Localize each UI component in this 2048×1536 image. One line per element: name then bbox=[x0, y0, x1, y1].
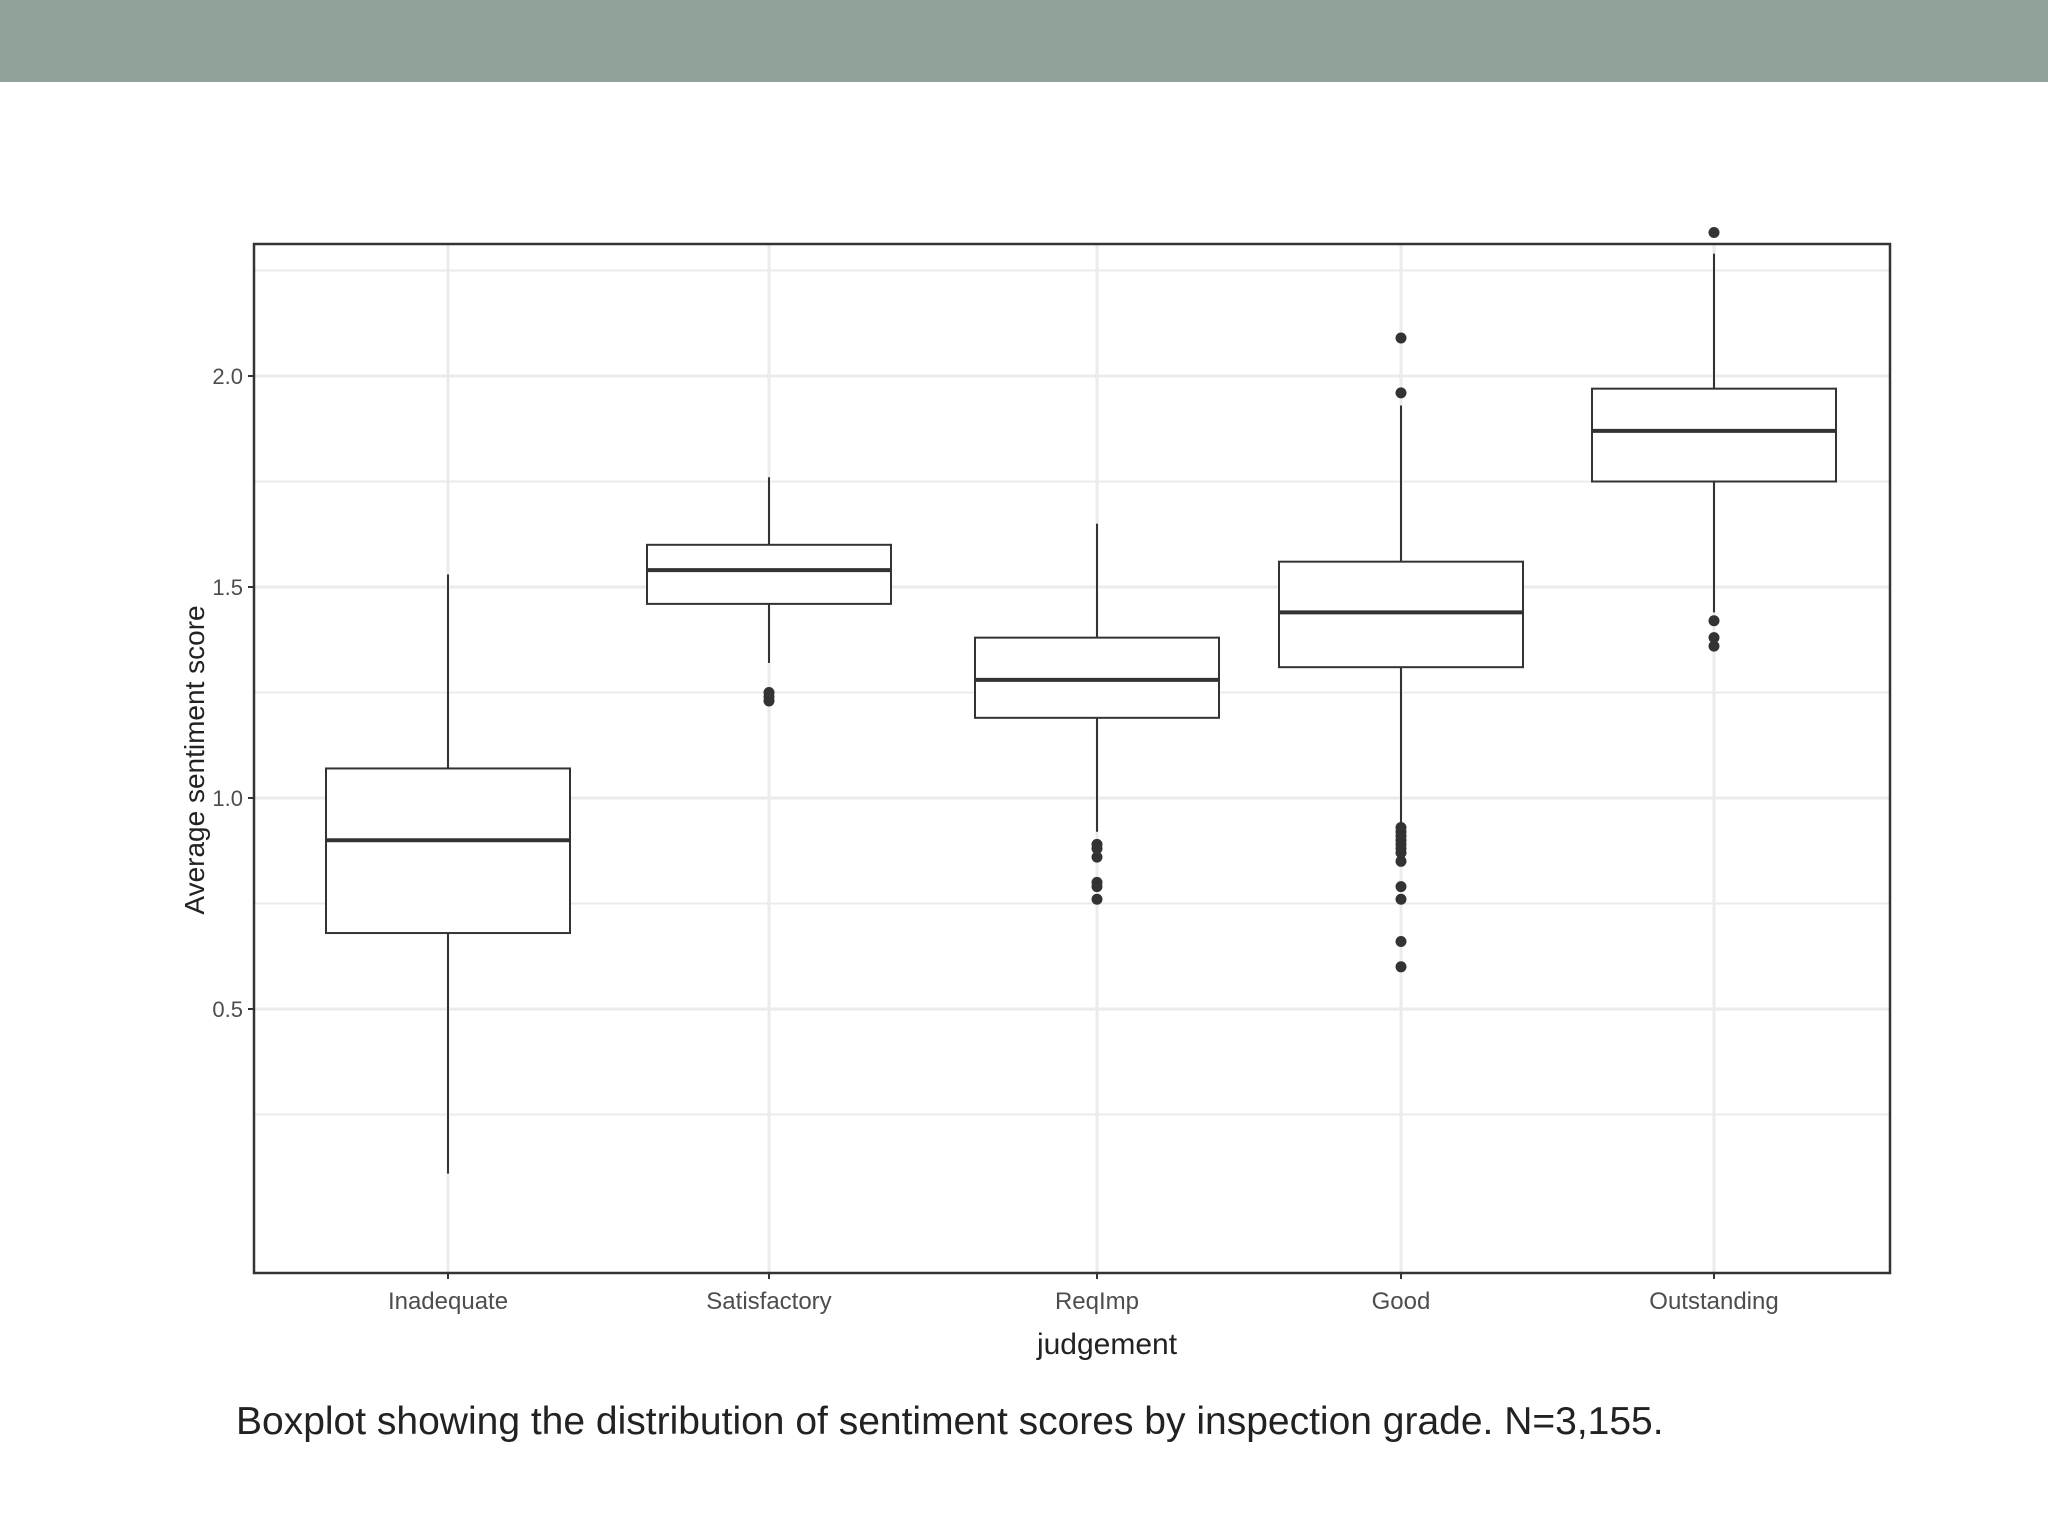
chart-svg: 0.5 1.0 1.5 2.0 Inadequate Satisfactory ReqImp… bbox=[179, 227, 1892, 1361]
boxplot-chart: 0.5 1.0 1.5 2.0 Inadequate Satisfactory ReqImp… bbox=[179, 227, 1892, 1361]
outlier-point bbox=[1395, 847, 1407, 859]
x-tick-label: Inadequate bbox=[388, 1288, 508, 1315]
y-tick-label: 1.5 bbox=[212, 575, 243, 600]
outlier-point bbox=[1708, 227, 1720, 239]
outlier-point bbox=[763, 687, 775, 698]
iqr-box bbox=[1591, 387, 1837, 483]
outlier-point bbox=[1708, 632, 1720, 644]
x-tick-label: Satisfactory bbox=[706, 1288, 831, 1315]
header-band bbox=[0, 0, 2048, 82]
outlier-point bbox=[1395, 893, 1407, 905]
y-tick-label: 0.5 bbox=[212, 997, 243, 1022]
x-tick-label: ReqImp bbox=[1055, 1288, 1139, 1315]
y-tick-label: 1.0 bbox=[212, 786, 243, 811]
outlier-point bbox=[1091, 851, 1103, 863]
y-axis-title: Average sentiment score bbox=[179, 605, 210, 914]
box-group-satisfactory bbox=[646, 477, 892, 707]
iqr-box bbox=[1278, 560, 1524, 669]
box-group-outstanding bbox=[1591, 227, 1837, 652]
iqr-box bbox=[974, 636, 1220, 719]
x-axis-title: judgement bbox=[1036, 1328, 1178, 1361]
outlier-point bbox=[1395, 881, 1407, 893]
outlier-point bbox=[1395, 332, 1407, 344]
outlier-point bbox=[1395, 855, 1407, 867]
outlier-point bbox=[1091, 843, 1103, 855]
outlier-point bbox=[1395, 961, 1407, 973]
iqr-box bbox=[325, 767, 571, 935]
x-tick-label: Outstanding bbox=[1649, 1288, 1778, 1315]
outlier-point bbox=[1395, 935, 1407, 947]
outlier-point bbox=[1091, 893, 1103, 905]
y-tick-label: 2.0 bbox=[212, 364, 243, 389]
outlier-point bbox=[1091, 881, 1103, 893]
figure-caption: Boxplot showing the distribution of sent… bbox=[236, 1400, 1664, 1443]
box-group-inadequate bbox=[325, 574, 571, 1174]
x-tick-label: Good bbox=[1372, 1288, 1431, 1315]
outlier-point bbox=[1395, 387, 1407, 399]
outlier-point bbox=[1708, 615, 1720, 627]
plot-border bbox=[252, 242, 1892, 1275]
outlier-point bbox=[1708, 640, 1720, 652]
box-group-good bbox=[1278, 332, 1524, 973]
box-group-reqimp bbox=[974, 523, 1220, 905]
iqr-box bbox=[646, 543, 892, 605]
